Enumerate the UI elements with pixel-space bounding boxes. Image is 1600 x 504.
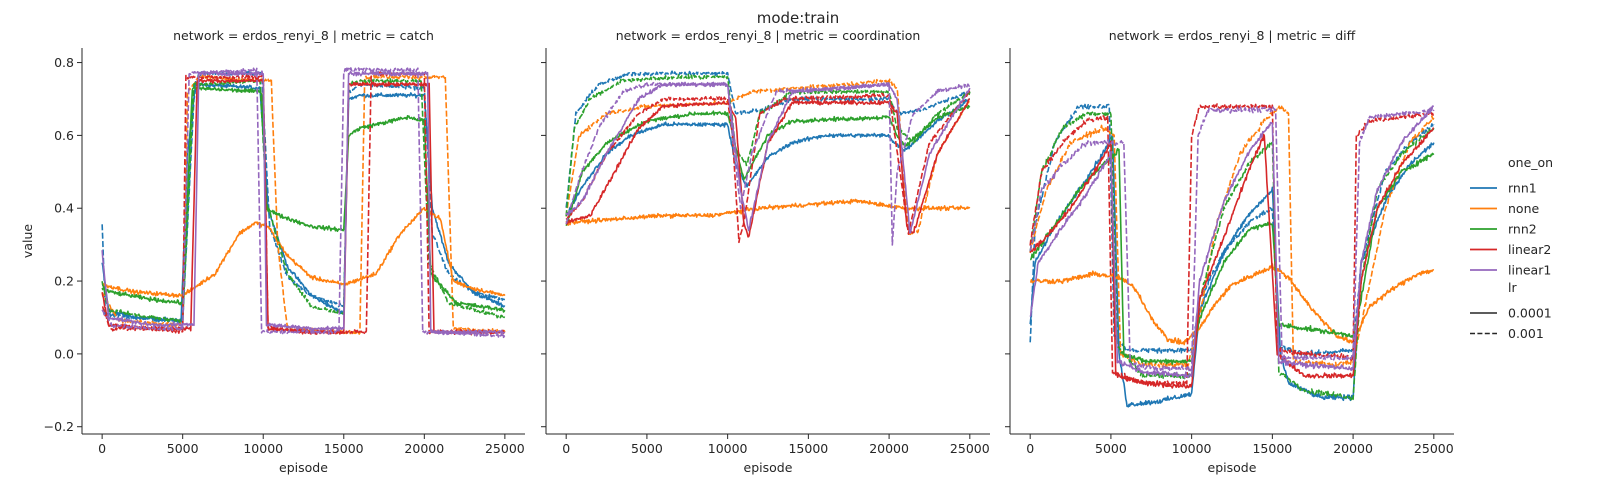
legend-entry-lr-0-0001: 0.0001 <box>1470 306 1552 321</box>
legend-label: 0.0001 <box>1508 306 1552 321</box>
series-lines <box>565 70 971 246</box>
x-tick-label: 10000 <box>243 441 283 456</box>
series-line-rnn2-lr-0-001 <box>101 77 506 324</box>
facet-panel-3: 0 5000 10000 15000 20000 25000 network = erdos… <box>1005 28 1454 475</box>
x-tick-label: 20000 <box>404 441 444 456</box>
legend-label: rnn2 <box>1508 222 1537 237</box>
legend-label: rnn1 <box>1508 181 1537 196</box>
series-line-linear2-lr-0-001 <box>565 90 971 244</box>
y-tick-label: 0.6 <box>54 128 74 143</box>
x-tick-label: 15000 <box>1252 441 1292 456</box>
y-tick-label: −0.2 <box>44 419 74 434</box>
series-line-rnn2-lr-0-001 <box>1029 111 1435 401</box>
legend: one_on rnn1 none rnn2 linear2 linear1 lr 0.0… <box>1470 155 1553 341</box>
series-line-linear1-lr-0-001 <box>565 81 971 246</box>
x-tick-label: 15000 <box>788 441 828 456</box>
y-tick-label: 0.8 <box>54 55 74 70</box>
legend-entry-rnn2: rnn2 <box>1470 222 1537 237</box>
series-line-rnn1-lr-0-001 <box>1029 103 1435 357</box>
legend-entry-none: none <box>1470 201 1539 216</box>
series-line-none-lr-0-001 <box>101 73 506 335</box>
series-line-linear1-lr-0-001 <box>101 66 506 339</box>
y-tick-label: 0.4 <box>54 201 74 216</box>
x-tick-label: 10000 <box>708 441 748 456</box>
y-tick-label: 0.2 <box>54 274 74 289</box>
legend-style-title: lr <box>1508 280 1517 295</box>
x-tick-label: 25000 <box>950 441 990 456</box>
x-tick-label: 15000 <box>324 441 364 456</box>
series-lines <box>101 66 506 339</box>
x-tick-label: 20000 <box>1333 441 1373 456</box>
legend-entry-linear2: linear2 <box>1470 242 1551 257</box>
series-line-rnn2-lr-0-0001 <box>565 104 971 226</box>
x-tick-label: 25000 <box>485 441 525 456</box>
series-lines <box>1029 103 1435 408</box>
x-tick-label: 5000 <box>631 441 663 456</box>
x-tick-label: 20000 <box>869 441 909 456</box>
x-axis-label: episode <box>744 460 793 475</box>
legend-label: linear1 <box>1508 263 1551 278</box>
x-tick-label: 0 <box>1026 441 1034 456</box>
legend-label: none <box>1508 201 1539 216</box>
series-line-linear2-lr-0-0001 <box>1029 127 1434 389</box>
series-line-none-lr-0-0001 <box>565 198 971 226</box>
series-line-none-lr-0-001 <box>1029 105 1435 369</box>
facet-title: network = erdos_renyi_8 | metric = coord… <box>616 28 921 43</box>
series-line-linear1-lr-0-001 <box>1029 106 1435 373</box>
legend-entry-linear1: linear1 <box>1470 263 1551 278</box>
legend-label: 0.001 <box>1508 326 1544 341</box>
facet-panel-2: 0 5000 10000 15000 20000 25000 network = erdos… <box>541 28 990 475</box>
series-line-linear1-lr-0-0001 <box>1029 105 1434 379</box>
legend-label: linear2 <box>1508 242 1551 257</box>
facet-panels: 0 5000 10000 15000 20000 25000 −0.2 0.0 0.2 0.4 0.… <box>20 28 1454 475</box>
y-axis-label: value <box>20 224 35 258</box>
x-tick-label: 25000 <box>1414 441 1454 456</box>
series-line-none-lr-0-0001 <box>101 206 506 299</box>
x-tick-label: 0 <box>562 441 570 456</box>
x-tick-label: 10000 <box>1172 441 1212 456</box>
facet-title: network = erdos_renyi_8 | metric = diff <box>1109 28 1356 43</box>
x-axis-label: episode <box>1208 460 1257 475</box>
x-tick-label: 5000 <box>167 441 199 456</box>
legend-entry-lr-0-001: 0.001 <box>1470 326 1544 341</box>
y-tick-label: 0.0 <box>54 346 74 361</box>
legend-hue-entries: rnn1 none rnn2 linear2 linear1 <box>1470 181 1551 278</box>
x-tick-label: 0 <box>98 441 106 456</box>
x-axis-label: episode <box>279 460 328 475</box>
legend-style-entries: 0.0001 0.001 <box>1470 306 1552 341</box>
legend-entry-rnn1: rnn1 <box>1470 181 1537 196</box>
series-line-none-lr-0-0001 <box>1030 263 1435 346</box>
facet-title: network = erdos_renyi_8 | metric = catch <box>173 28 434 43</box>
legend-hue-title: one_on <box>1508 155 1553 170</box>
facet-panel-1: 0 5000 10000 15000 20000 25000 −0.2 0.0 0.2 0.4 0.… <box>20 28 525 475</box>
figure-suptitle: mode:train <box>757 9 840 27</box>
x-tick-label: 5000 <box>1095 441 1127 456</box>
